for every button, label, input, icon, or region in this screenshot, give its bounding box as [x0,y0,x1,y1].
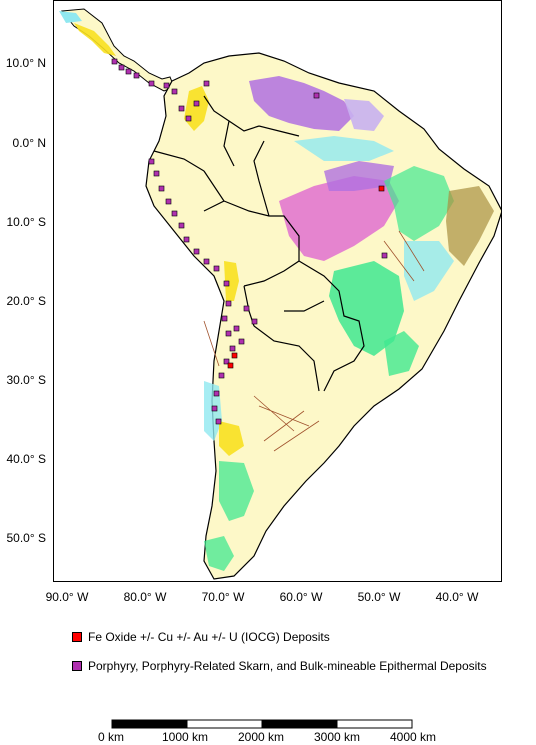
scale-label: 4000 km [390,730,437,744]
brazil-olive [446,186,494,266]
latitude-label: 10.0° S [6,215,47,229]
map-frame[interactable] [53,0,502,582]
scale-label: 0 km [98,730,125,744]
fault-lines [203,230,425,452]
patagonia-green [219,461,254,521]
legend-item-porphyry: Porphyry, Porphyry-Related Skarn, and Bu… [72,659,487,673]
scale-label: 2000 km [238,730,285,744]
amazon-cyan [294,136,394,161]
latitude-label: 30.0° S [6,373,47,387]
brazil-east-cyan [404,241,454,301]
scale-label: 1000 km [162,730,209,744]
legend-label-porphyry: Porphyry, Porphyry-Related Skarn, and Bu… [88,659,487,673]
longitude-label: 60.0° W [279,590,323,604]
central-brazil-pink [279,176,399,261]
longitude-label: 80.0° W [123,590,167,604]
brazil-southeast [384,331,419,376]
latitude-label: 50.0° S [6,531,47,545]
legend-item-iocg: Fe Oxide +/- Cu +/- Au +/- U (IOCG) Depo… [72,630,330,644]
latitude-label: 10.0° N [5,56,46,70]
patagonia-yellow [219,421,244,456]
brazil-green-large [329,261,404,356]
longitude-label: 90.0° W [45,590,89,604]
brazil-east-green [384,166,454,241]
south-tip-green [204,536,234,571]
andes-yellow-central [224,261,239,301]
latitude-label: 20.0° S [6,294,47,308]
scale-label: 3000 km [314,730,361,744]
longitude-label: 40.0° W [435,590,479,604]
longitude-label: 50.0° W [357,590,401,604]
legend-swatch-iocg [72,632,82,642]
guiana-shield-purple [249,76,354,131]
central-america-cyan [59,11,82,23]
south-america-land [145,52,501,580]
latitude-label: 40.0° S [6,452,47,466]
legend-swatch-porphyry [72,661,82,671]
scale-bar [111,719,413,729]
central-america-volcanics [74,23,116,56]
porphyry-deposits [111,58,388,425]
longitude-label: 70.0° W [201,590,245,604]
latitude-label: 0.0° N [12,136,46,150]
iocg-deposits [227,185,385,369]
central-brazil-purple [324,161,394,191]
legend-label-iocg: Fe Oxide +/- Cu +/- Au +/- U (IOCG) Depo… [88,630,330,644]
map-svg[interactable] [54,1,502,582]
guiana-shield-east [344,99,384,131]
